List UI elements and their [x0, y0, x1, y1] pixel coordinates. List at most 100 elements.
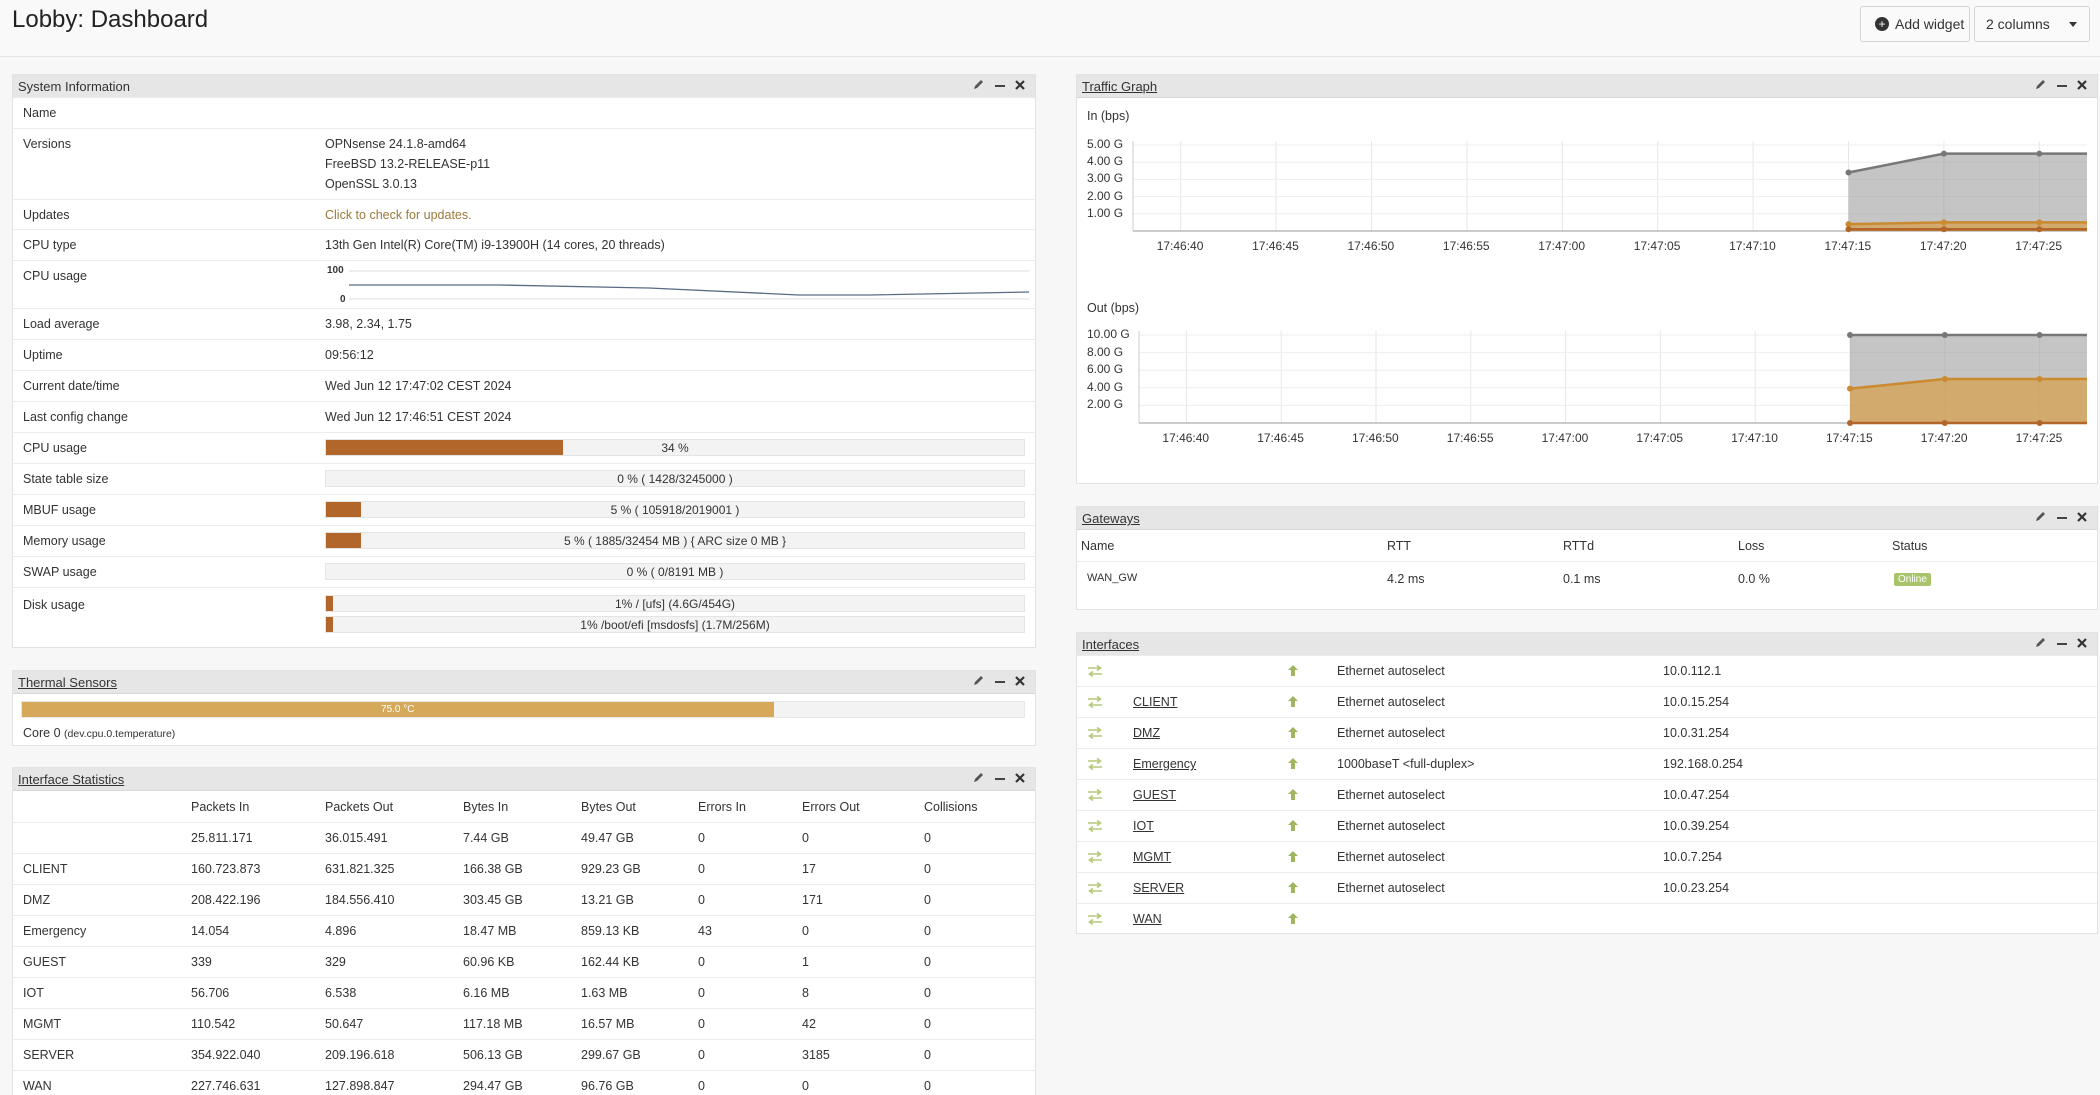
disk-bar-fill	[326, 596, 333, 611]
stats-cell: 96.76 GB	[581, 1079, 634, 1093]
usage-row: CPU usage 34 %	[13, 432, 1035, 464]
page-title: Lobby: Dashboard	[12, 6, 209, 33]
minus-icon[interactable]	[2057, 517, 2067, 519]
widget-title[interactable]: Interfaces	[1082, 637, 1140, 652]
widget-title[interactable]: Interface Statistics	[18, 772, 125, 787]
x-tick-label: 17:47:05	[1633, 239, 1681, 253]
widget-title[interactable]: Gateways	[1082, 511, 1140, 526]
interface-link[interactable]: WAN	[1133, 912, 1162, 926]
row-value: 09:56:12	[325, 348, 374, 362]
stats-cell: 227.746.631	[191, 1079, 261, 1093]
usage-bar-fill	[326, 502, 361, 517]
interface-row: SERVER Ethernet autoselect 10.0.23.254	[1077, 872, 2097, 904]
row-label: Disk usage	[23, 598, 85, 612]
usage-bar-fill	[326, 533, 361, 548]
interface-row: WAN	[1077, 903, 2097, 933]
stats-column-header: Packets Out	[325, 800, 394, 814]
widget-title[interactable]: Thermal Sensors	[18, 675, 117, 690]
arrow-up-icon	[1287, 726, 1299, 742]
interface-ip: 10.0.31.254	[1663, 726, 1730, 740]
stats-cell: 303.45 GB	[463, 893, 523, 907]
widget-header: Interface Statistics	[13, 768, 1035, 791]
cpu-chart-min: 0	[340, 294, 346, 305]
swap-icon	[1087, 850, 1103, 866]
interface-link[interactable]: IOT	[1133, 819, 1154, 833]
sensor-source: (dev.cpu.0.temperature)	[64, 728, 176, 740]
pencil-icon[interactable]	[973, 675, 984, 689]
minus-icon[interactable]	[995, 85, 1005, 87]
usage-row: Memory usage 5 % ( 1885/32454 MB ) { ARC …	[13, 525, 1035, 557]
interface-media: Ethernet autoselect	[1337, 788, 1445, 802]
pencil-icon[interactable]	[2035, 79, 2046, 93]
widget-title[interactable]: Traffic Graph	[1082, 79, 1158, 94]
close-icon[interactable]	[1015, 772, 1025, 786]
minus-icon[interactable]	[995, 681, 1005, 683]
interface-link[interactable]: Emergency	[1133, 757, 1197, 771]
interface-ip: 10.0.7.254	[1663, 850, 1723, 864]
add-widget-label: Add widget	[1895, 16, 1965, 32]
interface-link[interactable]: DMZ	[1133, 726, 1161, 740]
chevron-down-icon	[2069, 22, 2077, 27]
interface-link[interactable]: MGMT	[1133, 850, 1172, 864]
pencil-icon[interactable]	[973, 772, 984, 786]
columns-select[interactable]: 2 columns	[1974, 6, 2090, 42]
interface-ip: 10.0.23.254	[1663, 881, 1730, 895]
gateway-loss: 0.0 %	[1738, 572, 1770, 586]
row-label: CPU type	[23, 238, 77, 252]
close-icon[interactable]	[1015, 79, 1025, 93]
interface-row: GUEST Ethernet autoselect 10.0.47.254	[1077, 779, 2097, 811]
arrow-up-icon	[1287, 695, 1299, 711]
stats-cell: 7.44 GB	[463, 831, 509, 845]
usage-row: SWAP usage 0 % ( 0/8191 MB )	[13, 556, 1035, 588]
interface-name: IOT	[23, 986, 44, 1000]
stats-cell: 0	[698, 862, 705, 876]
traffic-plot	[1138, 331, 2087, 426]
status-badge: Online	[1894, 573, 1931, 586]
x-tick-label: 17:47:10	[1731, 431, 1778, 445]
y-tick-label: 2.00 G	[1087, 188, 1124, 203]
system-info-row: Name	[13, 97, 1035, 129]
arrow-up-icon	[1287, 881, 1299, 897]
interface-row: CLIENT Ethernet autoselect 10.0.15.254	[1077, 686, 2097, 718]
arrow-up-icon	[1287, 912, 1299, 928]
pencil-icon[interactable]	[973, 79, 984, 93]
close-icon[interactable]	[1015, 675, 1025, 689]
interface-media: Ethernet autoselect	[1337, 850, 1445, 864]
stats-cell: 43	[698, 924, 712, 938]
minus-icon[interactable]	[2057, 643, 2067, 645]
usage-text: 5 % ( 105918/2019001 )	[610, 503, 740, 517]
interface-ip: 10.0.112.1	[1663, 664, 1722, 678]
close-icon[interactable]	[2077, 511, 2087, 525]
minus-icon[interactable]	[995, 778, 1005, 780]
usage-bar: 34 %	[325, 439, 1025, 456]
pencil-icon[interactable]	[2035, 637, 2046, 651]
table-row: DMZ 208.422.196 184.556.410 303.45 GB 13.21 …	[13, 884, 1035, 916]
y-tick-label: 10.00 G	[1087, 327, 1130, 341]
pencil-icon[interactable]	[2035, 511, 2046, 525]
version-line: FreeBSD 13.2-RELEASE-p11	[325, 157, 491, 171]
y-tick-label: 8.00 G	[1087, 344, 1124, 359]
disk-usage-row: Disk usage 1% / [ufs] (4.6G/454G) 1% /boot…	[13, 587, 1035, 636]
check-updates-link[interactable]: Click to check for updates.	[325, 208, 472, 222]
close-icon[interactable]	[2077, 637, 2087, 651]
interface-link[interactable]: SERVER	[1133, 881, 1185, 895]
interface-link[interactable]: CLIENT	[1133, 695, 1178, 709]
interface-media: Ethernet autoselect	[1337, 726, 1445, 740]
usage-bar: 0 % ( 0/8191 MB )	[325, 563, 1025, 580]
stats-cell: 299.67 GB	[581, 1048, 641, 1062]
add-widget-button[interactable]: + Add widget	[1860, 6, 1970, 42]
stats-cell: 0	[924, 955, 931, 969]
widget-header: Traffic Graph	[1077, 75, 2097, 98]
interface-row: IOT Ethernet autoselect 10.0.39.254	[1077, 810, 2097, 842]
series-point	[1847, 332, 1853, 338]
minus-icon[interactable]	[2057, 85, 2067, 87]
thermal-bar: 75.0 °C	[21, 701, 1025, 718]
widget-title: System Information	[18, 79, 130, 94]
close-icon[interactable]	[2077, 79, 2087, 93]
row-value: Wed Jun 12 17:47:02 CEST 2024	[325, 379, 512, 393]
stats-cell: 162.44 KB	[581, 955, 640, 969]
interface-link[interactable]: GUEST	[1133, 788, 1177, 802]
stats-cell: 506.13 GB	[463, 1048, 523, 1062]
usage-bar: 0 % ( 1428/3245000 )	[325, 470, 1025, 487]
series-point	[1941, 420, 1948, 426]
